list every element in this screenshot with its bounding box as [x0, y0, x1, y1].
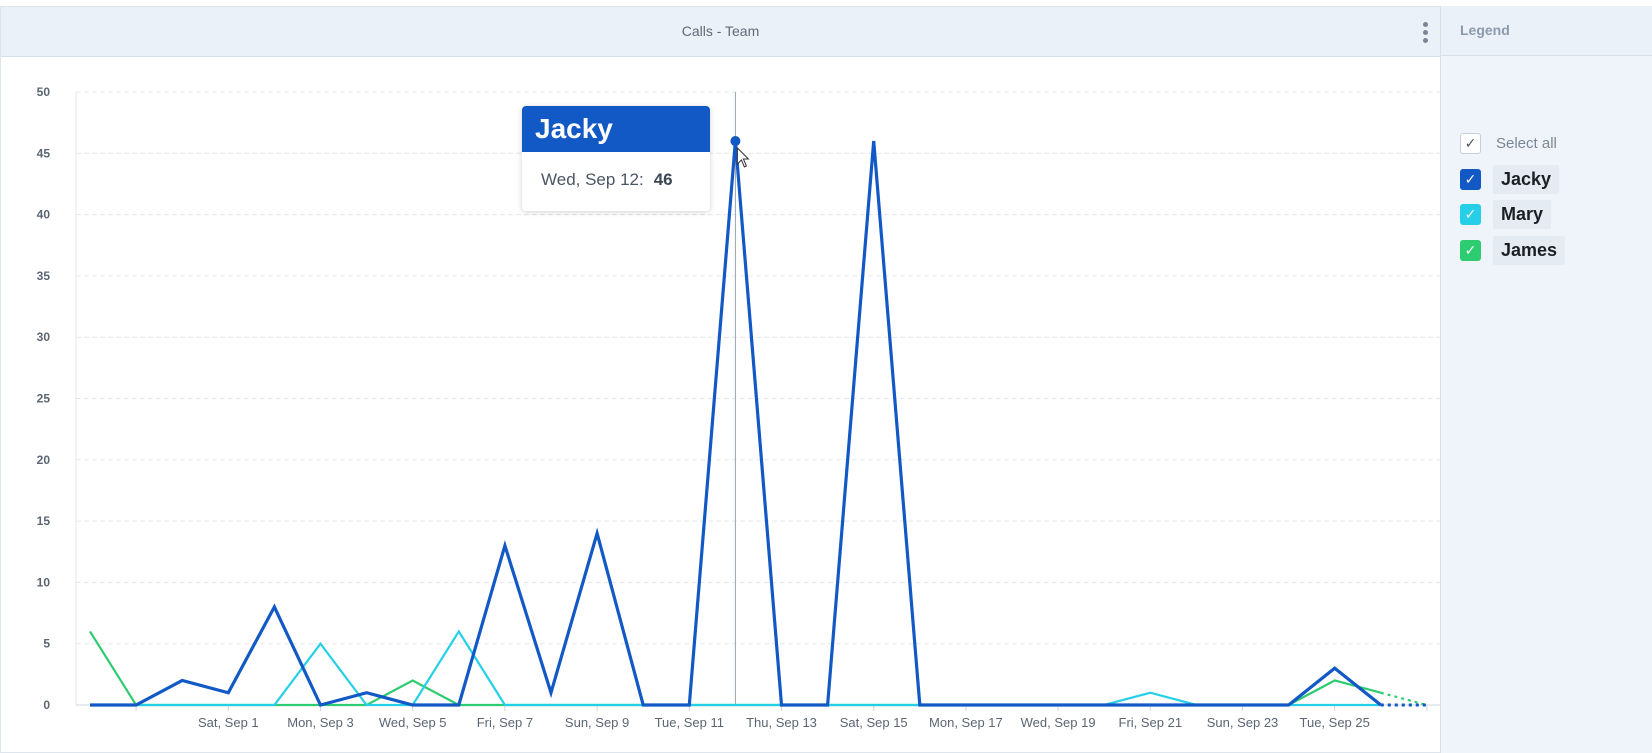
x-tick-label: Fri, Sep 7	[477, 715, 533, 730]
james-checkbox[interactable]: ✓	[1460, 239, 1481, 261]
line-chart: 0 5 10 15 20 25 30 35 40 45 50 Sat, Sep 1 Mon, Sep 3…	[37, 85, 1440, 730]
tooltip-date: Wed, Sep 12:	[541, 170, 644, 189]
legend-panel: Legend ✓ Select all ✓ Jacky ✓ Mary ✓ Jam…	[1440, 6, 1652, 753]
y-tick-label-30: 30	[37, 330, 51, 344]
tooltip-value: 46	[653, 170, 673, 189]
panel-header: Calls - Team	[1, 7, 1440, 57]
select-all-checkbox[interactable]: ✓	[1460, 132, 1481, 154]
legend-select-all[interactable]: ✓ Select all	[1460, 130, 1557, 156]
legend-item-mary[interactable]: ✓ Mary	[1460, 199, 1552, 229]
x-tick-label: Tue, Sep 25	[1300, 715, 1370, 730]
x-tick-label: Fri, Sep 21	[1119, 715, 1183, 730]
legend-header: Legend	[1441, 6, 1652, 56]
y-tick-label-40: 40	[37, 208, 51, 222]
x-tick-label: Sun, Sep 23	[1207, 715, 1279, 730]
y-tick-label-20: 20	[37, 453, 51, 467]
tooltip-series-name: Jacky	[522, 106, 710, 152]
legend-label-jacky: Jacky	[1493, 164, 1560, 194]
chart-tooltip: Jacky Wed, Sep 12: 46	[522, 106, 710, 211]
tooltip-body: Wed, Sep 12: 46	[522, 152, 710, 190]
legend-label-mary: Mary	[1493, 199, 1552, 229]
chart-panel: Calls - Team	[0, 6, 1440, 753]
jacky-checkbox[interactable]: ✓	[1460, 168, 1481, 190]
mary-checkbox[interactable]: ✓	[1460, 203, 1481, 225]
legend-item-james[interactable]: ✓ James	[1460, 235, 1566, 265]
y-tick-label-25: 25	[37, 392, 51, 406]
y-tick-label-50: 50	[37, 85, 51, 99]
x-tick-label: Mon, Sep 17	[929, 715, 1003, 730]
x-tick-label: Wed, Sep 5	[379, 715, 447, 730]
legend-title: Legend	[1460, 22, 1510, 38]
x-tick-label: Sat, Sep 1	[198, 715, 259, 730]
y-tick-label-10: 10	[37, 575, 51, 589]
x-tick-label: Sun, Sep 9	[565, 715, 629, 730]
x-tick-label: Mon, Sep 3	[287, 715, 354, 730]
y-tick-label-15: 15	[37, 514, 51, 528]
y-tick-label-45: 45	[37, 146, 51, 160]
highlight-point	[730, 136, 741, 147]
x-tick-label: Thu, Sep 13	[746, 715, 817, 730]
more-options-icon[interactable]	[1422, 22, 1428, 44]
select-all-label: Select all	[1496, 134, 1557, 152]
series-line-mary	[90, 629, 1381, 707]
mouse-cursor-icon	[736, 146, 750, 168]
x-tick-label: Sat, Sep 15	[840, 715, 908, 730]
legend-item-jacky[interactable]: ✓ Jacky	[1460, 164, 1560, 194]
panel-title: Calls - Team	[681, 23, 760, 39]
x-tick-label: Wed, Sep 19	[1021, 715, 1096, 730]
x-tick-label: Tue, Sep 11	[655, 715, 724, 730]
y-tick-label-0: 0	[43, 698, 50, 712]
y-tick-label-35: 35	[37, 269, 51, 283]
legend-label-james: James	[1493, 235, 1566, 265]
series-projection-james	[1380, 691, 1428, 707]
y-tick-label-5: 5	[43, 637, 50, 651]
